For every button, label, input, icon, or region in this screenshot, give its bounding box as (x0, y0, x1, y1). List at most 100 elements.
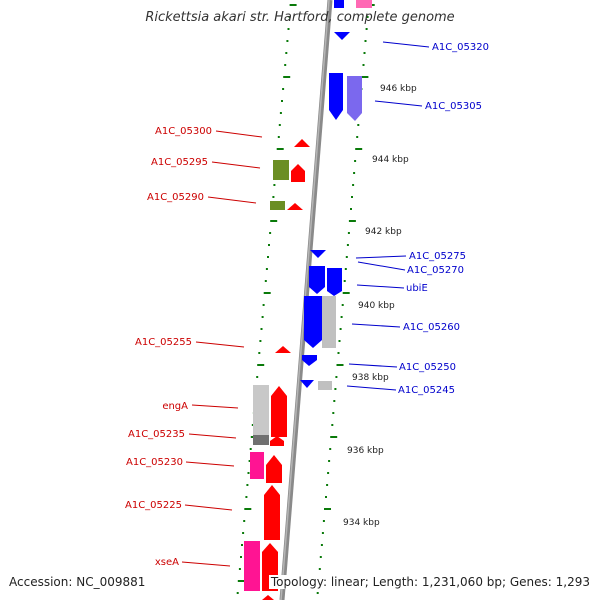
tick-mark (343, 280, 346, 282)
right-label-leaders (346, 41, 430, 391)
tick-mark (338, 340, 341, 342)
tick-mark (337, 352, 340, 354)
tick-mark (284, 64, 287, 66)
scale-label: 936 kbp (347, 446, 384, 456)
gene-arrow[interactable] (300, 380, 314, 388)
gene-block[interactable] (322, 296, 336, 348)
gene-label[interactable]: A1C_05250 (399, 362, 456, 373)
tick-mark (267, 256, 269, 258)
gene-arrow[interactable] (327, 268, 342, 296)
tick-mark (346, 244, 349, 246)
tick-mark (336, 364, 344, 366)
tick-mark (258, 352, 261, 354)
tick-mark (248, 460, 251, 462)
tick-mark (341, 304, 344, 306)
gene-block[interactable] (244, 541, 260, 591)
gene-label[interactable]: xseA (155, 557, 179, 568)
tick-mark (348, 220, 356, 222)
tick-mark (320, 544, 323, 546)
tick-mark (366, 16, 369, 18)
tick-mark (340, 316, 343, 318)
tick-mark (345, 256, 348, 258)
gene-arrow[interactable] (264, 485, 280, 540)
gene-block[interactable] (253, 435, 269, 445)
gene-label[interactable]: A1C_05320 (432, 42, 489, 53)
tick-mark (342, 292, 350, 294)
gene-arrow[interactable] (287, 203, 303, 210)
tick-mark (282, 88, 285, 90)
right-labels: A1C_05320 A1C_05305 A1C_05275 A1C_05270 … (398, 42, 489, 396)
tick-mark (363, 52, 366, 54)
gene-arrow[interactable] (271, 386, 287, 437)
tick-mark (319, 556, 322, 558)
tick-mark (347, 232, 350, 234)
tick-mark (356, 136, 359, 138)
tick-mark (324, 508, 331, 510)
gene-arrow[interactable] (347, 76, 362, 121)
gene-arrow[interactable] (262, 595, 274, 600)
gene-arrow[interactable] (266, 455, 282, 483)
tick-mark (272, 196, 275, 198)
gene-arrow[interactable] (270, 436, 284, 446)
gene-arrow[interactable] (304, 296, 322, 348)
gene-label[interactable]: A1C_05270 (407, 265, 464, 276)
tick-mark (236, 592, 239, 594)
gene-label[interactable]: engA (162, 401, 188, 412)
gene-arrow[interactable] (275, 346, 291, 353)
tick-mark (246, 484, 249, 486)
gene-label[interactable]: A1C_05305 (425, 101, 482, 112)
gene-arrow[interactable] (334, 32, 350, 40)
tick-mark (350, 208, 352, 210)
scale-labels: 946 kbp 944 kbp 942 kbp 940 kbp 938 kbp … (343, 84, 417, 528)
gene-block[interactable] (253, 385, 269, 435)
gene-arrow[interactable] (329, 73, 343, 120)
gene-arrow[interactable] (294, 139, 310, 147)
tick-mark (335, 376, 338, 378)
gene-arrow[interactable] (291, 164, 305, 182)
tick-mark (354, 160, 357, 162)
gene-arrow[interactable] (310, 250, 326, 258)
gene-arrow[interactable] (309, 266, 325, 294)
gene-label[interactable]: ubiE (406, 283, 428, 294)
gene-block[interactable] (356, 0, 372, 8)
tick-mark (241, 544, 243, 546)
gene-label[interactable]: A1C_05290 (147, 192, 204, 203)
tick-mark (351, 196, 353, 198)
gene-label[interactable]: A1C_05230 (126, 457, 183, 468)
tick-mark (318, 568, 321, 570)
tick-mark (329, 448, 332, 450)
tick-mark (344, 268, 347, 270)
gene-label[interactable]: A1C_05260 (403, 322, 460, 333)
gene-block[interactable] (318, 381, 332, 390)
tick-mark (326, 484, 329, 486)
tick-mark (279, 112, 282, 114)
gene-arrow[interactable] (302, 355, 317, 366)
gene-label[interactable]: A1C_05295 (151, 157, 208, 168)
gene-label[interactable]: A1C_05275 (409, 251, 466, 262)
tick-mark (288, 16, 291, 18)
tick-mark (325, 496, 327, 498)
gene-block[interactable] (334, 0, 344, 8)
tick-mark (270, 220, 278, 222)
gene-label[interactable]: A1C_05255 (135, 337, 192, 348)
scale-label: 934 kbp (343, 518, 380, 528)
gene-block[interactable] (270, 201, 285, 210)
tick-mark (353, 172, 356, 174)
tick-mark (238, 568, 241, 570)
left-labels: A1C_05300 A1C_05295 A1C_05290 A1C_05255 … (125, 126, 212, 568)
gene-block[interactable] (250, 452, 264, 479)
tick-mark (259, 340, 262, 342)
tick-mark (289, 4, 297, 6)
accession-label: Accession: NC_009881 (9, 575, 146, 589)
gene-label[interactable]: A1C_05225 (125, 500, 182, 511)
tick-mark (244, 508, 252, 510)
gene-label[interactable]: A1C_05300 (155, 126, 212, 137)
tick-mark (237, 580, 245, 582)
tick-mark (247, 472, 250, 474)
gene-block[interactable] (273, 160, 289, 180)
tick-mark (251, 424, 254, 426)
gene-label[interactable]: A1C_05235 (128, 429, 185, 440)
gene-label[interactable]: A1C_05245 (398, 385, 455, 396)
